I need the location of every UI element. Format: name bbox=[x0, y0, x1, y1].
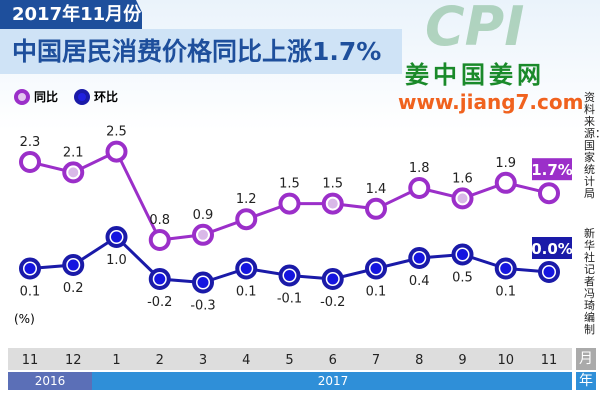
data-point-core bbox=[68, 167, 79, 178]
data-label: 0.4 bbox=[409, 274, 430, 289]
data-point-core bbox=[284, 198, 295, 209]
data-point-core bbox=[500, 263, 512, 274]
legend-yoy: 同比 bbox=[14, 88, 58, 105]
data-label: 1.5 bbox=[322, 177, 343, 192]
legend-mom-label: 环比 bbox=[94, 90, 119, 104]
data-label: 0.1 bbox=[495, 285, 516, 300]
year-2017: 2017 bbox=[317, 374, 349, 388]
callout-label: 0.0% bbox=[531, 240, 573, 258]
data-label: 2.1 bbox=[63, 145, 84, 160]
data-point-core bbox=[25, 157, 35, 167]
unit-label: (%) bbox=[14, 312, 35, 326]
data-label: 0.2 bbox=[63, 281, 84, 296]
month-tick: 1 bbox=[112, 353, 120, 368]
page-title: 中国居民消费价格同比上涨1.7% bbox=[0, 29, 402, 74]
month-tick: 2 bbox=[156, 353, 164, 368]
source-text: 资料来源：国家统计局 bbox=[584, 91, 600, 200]
month-tick: 4 bbox=[242, 353, 250, 368]
month-tick: 8 bbox=[415, 353, 423, 368]
year-axis bbox=[8, 372, 572, 390]
data-point-core bbox=[544, 188, 554, 199]
data-point-core bbox=[197, 277, 209, 288]
legend-mom: 环比 bbox=[74, 88, 118, 105]
data-point-core bbox=[327, 273, 339, 285]
data-point-core bbox=[543, 266, 555, 278]
data-label: 0.8 bbox=[149, 213, 170, 228]
data-point-core bbox=[327, 198, 338, 209]
data-label: -0.2 bbox=[320, 295, 345, 310]
data-point-core bbox=[500, 177, 511, 188]
data-point-core bbox=[111, 231, 122, 243]
callout-box bbox=[532, 237, 572, 259]
data-label: -0.2 bbox=[147, 295, 172, 310]
data-label: 1.5 bbox=[279, 177, 300, 192]
month-tick: 6 bbox=[329, 353, 337, 368]
data-label: 1.9 bbox=[495, 156, 516, 171]
data-point-core bbox=[111, 146, 122, 157]
month-tick: 12 bbox=[65, 353, 82, 368]
data-label: 0.1 bbox=[366, 285, 387, 300]
watermark-cn: 姜中国姜网 bbox=[405, 61, 545, 89]
month-tick: 10 bbox=[497, 353, 514, 368]
year-unit: 年 bbox=[576, 372, 596, 390]
month-tick: 9 bbox=[458, 353, 466, 368]
month-tick: 3 bbox=[199, 353, 207, 368]
month-tick: 11 bbox=[541, 353, 558, 368]
month-unit: 月 bbox=[576, 348, 596, 370]
data-point-core bbox=[370, 263, 382, 274]
data-point-core bbox=[457, 249, 468, 260]
callout-box bbox=[532, 158, 572, 181]
month-tick: 11 bbox=[22, 353, 39, 368]
data-label: 2.5 bbox=[106, 125, 127, 140]
month-tick: 7 bbox=[372, 353, 380, 368]
data-label: 0.9 bbox=[193, 208, 214, 223]
data-point-core bbox=[154, 235, 165, 245]
data-label: 2.3 bbox=[20, 135, 41, 150]
legend-yoy-label: 同比 bbox=[34, 90, 59, 104]
period-tag: 2017年11月份 bbox=[0, 0, 142, 29]
data-point-core bbox=[284, 270, 295, 281]
data-label: -0.1 bbox=[277, 292, 302, 307]
data-label: 1.0 bbox=[106, 253, 127, 268]
mom-marker-icon bbox=[74, 88, 90, 105]
data-point-core bbox=[371, 203, 381, 214]
callout-label: 1.7% bbox=[531, 161, 573, 179]
data-point-core bbox=[413, 252, 425, 264]
data-label: 1.8 bbox=[409, 161, 430, 176]
data-label: 0.1 bbox=[20, 285, 41, 300]
data-point-core bbox=[198, 229, 208, 240]
data-point-core bbox=[457, 193, 468, 204]
data-label: 1.6 bbox=[452, 171, 473, 186]
data-point-core bbox=[24, 263, 36, 274]
data-label: 1.4 bbox=[366, 182, 387, 197]
data-point-core bbox=[414, 183, 425, 193]
data-label: -0.3 bbox=[190, 299, 215, 314]
data-label: 0.1 bbox=[236, 285, 257, 300]
data-point-core bbox=[240, 263, 252, 274]
year-2016: 2016 bbox=[8, 372, 92, 390]
data-label: 0.5 bbox=[452, 271, 473, 286]
cpi-logo: CPI bbox=[425, 0, 525, 58]
month-axis bbox=[8, 348, 572, 370]
month-tick: 5 bbox=[285, 353, 293, 368]
data-label: 1.2 bbox=[236, 192, 257, 207]
data-point-core bbox=[154, 273, 166, 285]
yoy-marker-icon bbox=[14, 88, 30, 105]
watermark-url: www.jiang7.com bbox=[398, 90, 584, 114]
data-point-core bbox=[241, 214, 252, 225]
credit-text: 新华社记者 冯琦 编制 bbox=[584, 227, 595, 336]
data-point-core bbox=[67, 259, 79, 271]
